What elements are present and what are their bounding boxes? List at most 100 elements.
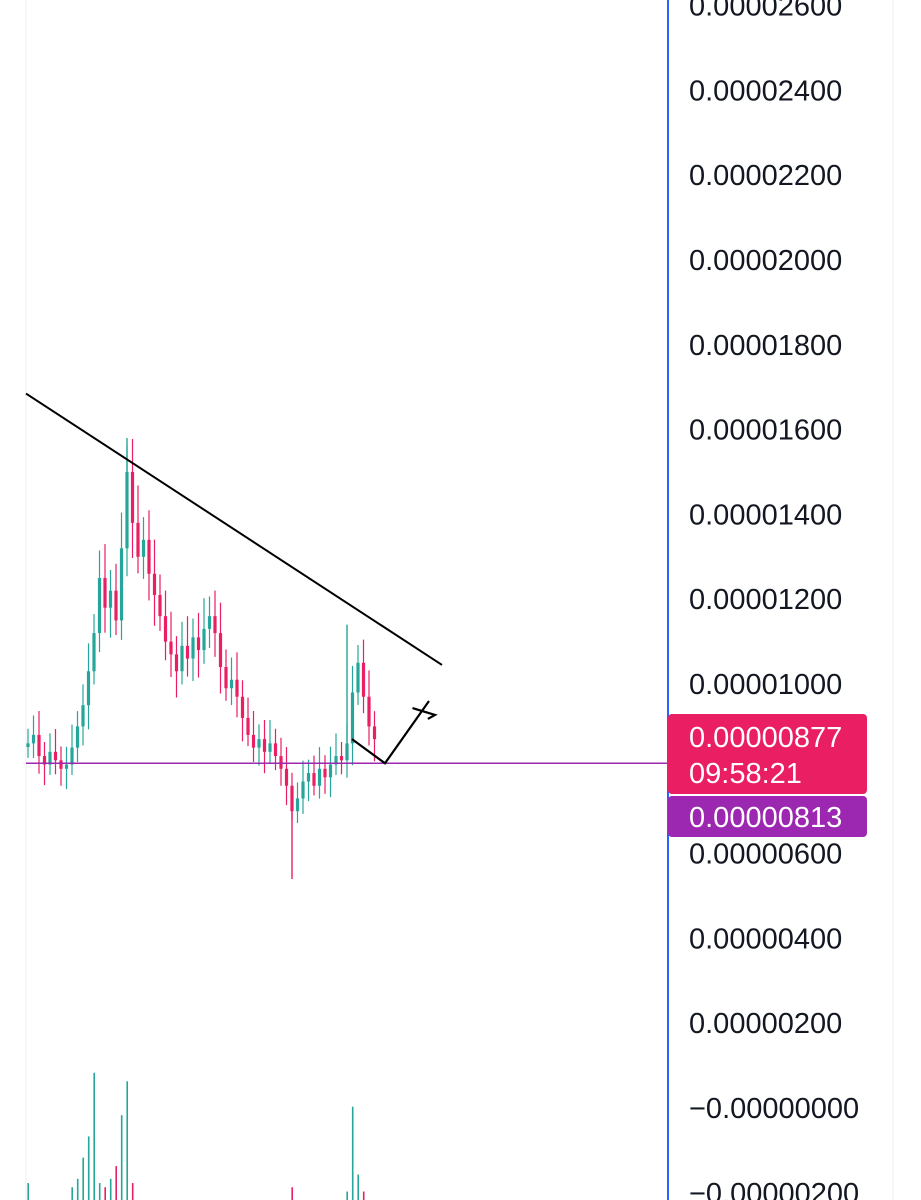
candle-body [152, 573, 157, 595]
candle-body [262, 739, 267, 752]
volume-bar [98, 1183, 101, 1200]
candle-body [125, 472, 129, 549]
candle-body [317, 768, 322, 786]
volume-bar [120, 1115, 123, 1200]
candle-body [147, 539, 151, 574]
candle-countdown: 09:58:21 [689, 758, 802, 790]
candle-body [81, 705, 85, 727]
candle-body [339, 756, 344, 761]
volume-bar [104, 1187, 106, 1200]
price-tick-label: 0.00002600 [689, 0, 842, 23]
candle-body [130, 472, 135, 523]
candle-body [26, 743, 30, 748]
trendline[interactable] [25, 392, 443, 666]
volume-bar [27, 1183, 29, 1200]
volume-bar [87, 1136, 90, 1200]
candle-body [163, 616, 168, 642]
candle-body [372, 726, 377, 740]
candle-body [235, 679, 239, 697]
candle-body [301, 781, 305, 799]
last-price-value: 0.00000877 [689, 722, 842, 754]
candle-body [268, 743, 272, 752]
last-price-badge: 0.00000877 09:58:21 [668, 714, 867, 794]
volume-bar [109, 1178, 112, 1200]
candle-body [328, 764, 333, 778]
candle-body [92, 633, 96, 672]
candle-body [53, 751, 58, 761]
candle-body [169, 641, 173, 655]
candle-body [180, 645, 184, 672]
projection-arrow[interactable] [351, 700, 430, 765]
candle-body [114, 590, 118, 621]
candle-body [174, 654, 179, 672]
support-price-badge-bg [668, 796, 867, 837]
candle-body [284, 768, 289, 786]
candle-body [75, 726, 80, 748]
candle-body [290, 785, 294, 812]
candle-body [345, 743, 349, 761]
candle-body [246, 717, 250, 735]
volume-bar [82, 1157, 84, 1200]
candle-body [37, 734, 41, 757]
price-tick-label: 0.00000600 [689, 839, 842, 871]
candle-body [86, 671, 91, 706]
candle-body [97, 578, 102, 634]
volume-bar [346, 1191, 348, 1200]
projection-arrow-head [412, 707, 438, 720]
volume-bar [126, 1081, 128, 1200]
volume-bars [27, 1072, 365, 1200]
candle-body [350, 692, 355, 744]
price-tick-label: −0.00000000 [689, 1093, 859, 1125]
candle-body [158, 594, 162, 617]
candle-body [306, 773, 311, 782]
candle-body [273, 743, 278, 757]
price-tick-label: 0.00001800 [689, 330, 842, 362]
candle-body [185, 645, 190, 659]
candle-body [59, 760, 63, 769]
volume-bar [76, 1178, 79, 1200]
candle-body [334, 756, 338, 765]
candle-body [31, 734, 36, 744]
price-tick-label: 0.00001600 [689, 415, 842, 447]
price-tick-label: 0.00001200 [689, 584, 842, 616]
candle-body [279, 756, 283, 769]
candle-body [295, 798, 300, 812]
volume-bar [357, 1174, 359, 1200]
candle-body [312, 773, 316, 786]
volume-bar [351, 1106, 354, 1200]
price-tick-label: 0.00000400 [689, 923, 842, 955]
price-tick-label: −0.00000200 [689, 1178, 859, 1200]
candle-body [240, 696, 245, 718]
candle-body [229, 679, 234, 689]
candle-body [191, 637, 195, 659]
support-price-value: 0.00000813 [689, 802, 842, 834]
price-tick-label: 0.00000200 [689, 1008, 842, 1040]
candle-body [224, 667, 228, 689]
price-tick-label: 0.00002400 [689, 75, 842, 107]
candle-body [141, 539, 146, 557]
candle-body [48, 751, 52, 765]
candle-body [361, 662, 366, 697]
volume-bar [291, 1187, 293, 1200]
candle-body [42, 756, 47, 765]
candle-body [103, 578, 107, 608]
price-candles [26, 438, 377, 880]
candle-body [251, 734, 256, 748]
volume-bar [131, 1183, 134, 1200]
price-tick-label: 0.00002000 [689, 245, 842, 277]
candle-body [213, 616, 217, 634]
candle-body [136, 522, 140, 557]
price-tick-label: 0.00001400 [689, 499, 842, 531]
candle-body [70, 747, 74, 765]
price-tick-label: 0.00001000 [689, 669, 842, 701]
candle-body [64, 764, 69, 769]
candle-body [202, 628, 206, 651]
price-axis-ticks: 0.00002600 0.00002400 0.00002200 0.00002000… [689, 0, 859, 1200]
volume-bar [115, 1166, 117, 1200]
candle-body [108, 590, 113, 608]
candle-body [196, 637, 201, 651]
candle-body [323, 768, 327, 778]
